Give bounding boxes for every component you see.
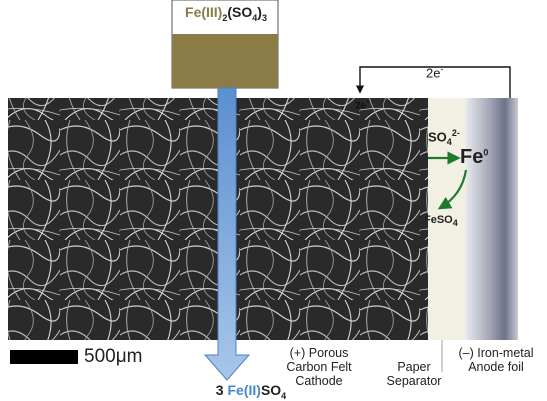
paper-separator [428, 98, 468, 340]
separator-caption: Paper Separator [380, 360, 448, 388]
beaker-solution [172, 34, 278, 88]
scale-bar-label: 500μm [84, 346, 143, 367]
electron-label-top: 2e- [426, 64, 443, 80]
circuit-wire [355, 66, 511, 98]
iron-anode-foil [466, 98, 518, 340]
ferrous-sub: 4 [452, 218, 458, 229]
ferrous-text: FeSO [424, 214, 453, 226]
anode-caption-line1: (–) Iron-metal [458, 346, 534, 360]
reagent-sub3: 3 [261, 12, 267, 23]
electron-label-cathode: 2e- [355, 96, 369, 111]
electron-cathode-text: 2e [355, 100, 367, 112]
iron-sup: 0 [483, 147, 489, 158]
cathode-caption: (+) Porous Carbon Felt Cathode [278, 346, 360, 388]
separator-caption-line1: Paper [397, 360, 431, 374]
electron-cathode-sup: - [366, 96, 370, 106]
anode-caption-line2: Anode foil [468, 360, 524, 374]
reagent-sub1: 2 [222, 12, 228, 23]
product-coefficient: 3 [215, 382, 228, 398]
iron-text: Fe [460, 146, 484, 168]
sulfate-ion-label: SO42- [428, 128, 460, 147]
sulfate-text: SO [428, 129, 447, 145]
reagent-suffix: ) [257, 4, 262, 20]
separator-caption-line2: Separator [386, 374, 442, 388]
reagent-iron: Fe(III) [185, 4, 223, 20]
scale-bar [10, 350, 78, 364]
product-sub: 4 [281, 390, 287, 401]
product-iron: Fe(II) [227, 382, 261, 398]
flow-arrow [203, 87, 251, 381]
reagent-label: Fe(III)2(SO4)3 [176, 4, 276, 23]
electron-top-sup: - [440, 64, 444, 74]
product-sulfate: SO [260, 382, 282, 398]
ferrous-arrow [437, 169, 468, 210]
electron-top-text: 2e [426, 65, 441, 81]
iron-metal-label: Fe0 [460, 146, 488, 169]
cathode-caption-line3: Cathode [295, 374, 343, 388]
sulfate-sub: 4 [446, 136, 452, 147]
reagent-sub2: 4 [252, 12, 258, 23]
reagent-mid: (SO [227, 4, 253, 20]
cathode-caption-line2: Carbon Felt [286, 360, 352, 374]
sulfate-sup: 2- [451, 128, 460, 138]
product-label: 3 Fe(II)SO4 [196, 382, 306, 401]
anode-caption: (–) Iron-metal Anode foil [448, 346, 544, 374]
ferrous-sulfate-label: FeSO4 [424, 214, 458, 228]
cathode-caption-line1: (+) Porous [289, 346, 349, 360]
